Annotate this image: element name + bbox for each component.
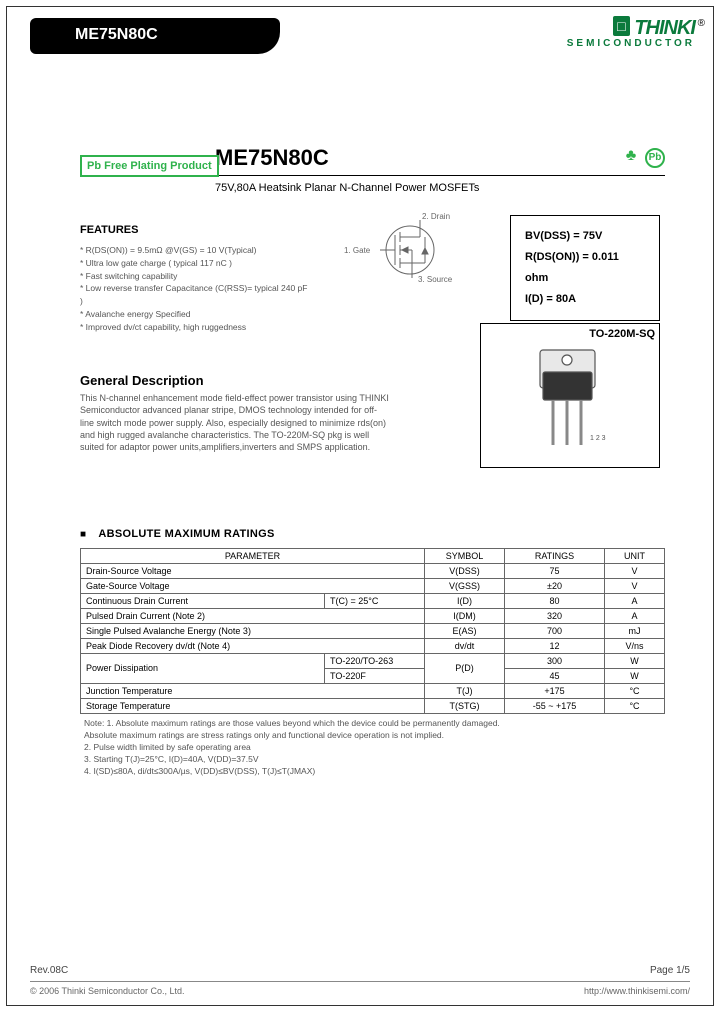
table-row: Single Pulsed Avalanche Energy (Note 3)E… bbox=[81, 623, 665, 638]
table-row: Power DissipationTO-220/TO-263P(D)300W bbox=[81, 653, 665, 668]
table-row: Storage TemperatureT(STG)-55 ~ +175°C bbox=[81, 698, 665, 713]
col-symbol: SYMBOL bbox=[425, 548, 505, 563]
package-label: TO-220M-SQ bbox=[485, 328, 655, 340]
svg-text:1 2 3: 1 2 3 bbox=[590, 435, 606, 442]
note-line: Note: 1. Absolute maximum ratings are th… bbox=[84, 718, 665, 730]
ratings-table: PARAMETER SYMBOL RATINGS UNIT Drain-Sour… bbox=[80, 548, 665, 714]
note-line: 4. I(SD)≤80A, di/dt≤300A/µs, V(DD)≤BV(DS… bbox=[84, 766, 665, 778]
copyright-text: © 2006 Thinki Semiconductor Co., Ltd. bbox=[30, 986, 185, 996]
mosfet-schematic: 2. Drain 1. Gate 3. Source bbox=[340, 210, 470, 292]
table-row: Junction TemperatureT(J)+175°C bbox=[81, 683, 665, 698]
note-line: 2. Pulse width limited by safe operating… bbox=[84, 742, 665, 754]
pin-gate-label: 1. Gate bbox=[344, 246, 370, 255]
registered-mark: ® bbox=[698, 18, 705, 29]
pb-free-badge: Pb Free Plating Product bbox=[80, 155, 219, 177]
feature-item: * Ultra low gate charge ( typical 117 nC… bbox=[80, 257, 310, 270]
spec-bvdss: BV(DSS) = 75V bbox=[525, 226, 645, 247]
ratings-heading: ABSOLUTE MAXIMUM RATINGS bbox=[80, 528, 665, 540]
page-title: ME75N80C bbox=[215, 145, 329, 171]
rohs-tree-icon: ♣ bbox=[626, 147, 637, 165]
pb-circle-icon: Pb bbox=[645, 148, 665, 168]
col-ratings: RATINGS bbox=[505, 548, 605, 563]
compliance-badges: ♣ Pb bbox=[620, 147, 665, 168]
table-notes: Note: 1. Absolute maximum ratings are th… bbox=[80, 718, 665, 777]
package-drawing-box: TO-220M-SQ 1 2 3 bbox=[480, 323, 660, 468]
feature-item: * Avalanche energy Specified bbox=[80, 308, 310, 321]
feature-item: * Fast switching capability bbox=[80, 270, 310, 283]
pin-source-label: 3. Source bbox=[418, 275, 452, 284]
features-list: * R(DS(ON)) = 9.5mΩ @V(GS) = 10 V(Typica… bbox=[80, 244, 310, 333]
logo-icon: □ bbox=[613, 16, 629, 36]
feature-item: * Low reverse transfer Capacitance (C(RS… bbox=[80, 282, 310, 308]
general-desc-text: This N-channel enhancement mode field-ef… bbox=[80, 392, 390, 453]
to220-drawing: 1 2 3 bbox=[485, 340, 655, 460]
page-number: Page 1/5 bbox=[650, 965, 690, 976]
table-row: Continuous Drain CurrentT(C) = 25°CI(D)8… bbox=[81, 593, 665, 608]
table-row: Peak Diode Recovery dv/dt (Note 4)dv/dt1… bbox=[81, 638, 665, 653]
title-underline bbox=[215, 175, 665, 176]
feature-item: * Improved dv/ct capability, high rugged… bbox=[80, 321, 310, 334]
feature-item: * R(DS(ON)) = 9.5mΩ @V(GS) = 10 V(Typica… bbox=[80, 244, 310, 257]
footer: © 2006 Thinki Semiconductor Co., Ltd. ht… bbox=[30, 981, 690, 996]
col-unit: UNIT bbox=[605, 548, 665, 563]
spec-rdson: R(DS(ON)) = 0.011 ohm bbox=[525, 247, 645, 289]
subtitle: 75V,80A Heatsink Planar N-Channel Power … bbox=[215, 182, 665, 194]
revision-label: Rev.08C bbox=[30, 965, 68, 976]
logo: ® □ THINKI SEMICONDUCTOR bbox=[567, 16, 695, 49]
spec-id: I(D) = 80A bbox=[525, 289, 645, 310]
header-part-tab: ME75N80C bbox=[30, 18, 280, 54]
table-row: Pulsed Drain Current (Note 2)I(DM)320A bbox=[81, 608, 665, 623]
ratings-section: ABSOLUTE MAXIMUM RATINGS PARAMETER SYMBO… bbox=[80, 528, 665, 777]
table-header-row: PARAMETER SYMBOL RATINGS UNIT bbox=[81, 548, 665, 563]
key-specs-box: BV(DSS) = 75V R(DS(ON)) = 0.011 ohm I(D)… bbox=[510, 215, 660, 321]
content-area: Pb Free Plating Product ME75N80C ♣ Pb 75… bbox=[80, 145, 665, 777]
table-row: Gate-Source VoltageV(GSS)±20V bbox=[81, 578, 665, 593]
logo-subtitle: SEMICONDUCTOR bbox=[567, 38, 695, 49]
col-parameter: PARAMETER bbox=[81, 548, 425, 563]
footer-url[interactable]: http://www.thinkisemi.com/ bbox=[584, 986, 690, 996]
note-line: Absolute maximum ratings are stress rati… bbox=[84, 730, 665, 742]
note-line: 3. Starting T(J)=25°C, I(D)=40A, V(DD)=3… bbox=[84, 754, 665, 766]
pin-drain-label: 2. Drain bbox=[422, 212, 450, 221]
header: ME75N80C ® □ THINKI SEMICONDUCTOR bbox=[30, 18, 695, 68]
logo-text: THINKI bbox=[634, 17, 695, 40]
table-row: Drain-Source VoltageV(DSS)75V bbox=[81, 563, 665, 578]
